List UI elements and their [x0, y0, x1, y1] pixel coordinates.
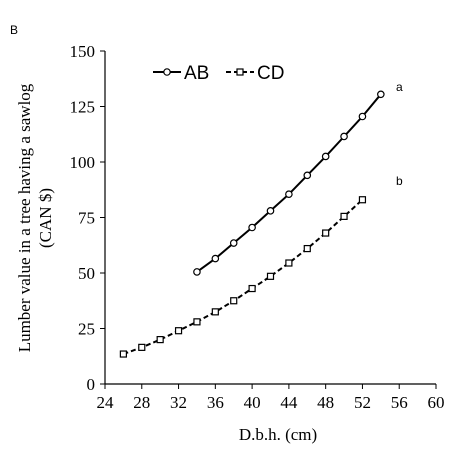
x-tick-label: 28 [133, 393, 150, 412]
legend-marker-cd [236, 68, 244, 76]
series-layer [119, 90, 385, 358]
series-ab [193, 90, 385, 276]
data-point-ab [248, 223, 256, 232]
x-tick-label: 48 [317, 393, 334, 412]
data-point-cd [156, 336, 164, 344]
x-tick-label: 32 [170, 393, 187, 412]
data-point-cd [119, 350, 127, 358]
data-point-ab [266, 207, 275, 215]
data-point-cd [303, 244, 311, 253]
x-tick-label: 24 [97, 393, 115, 412]
axes [104, 51, 436, 385]
data-point-cd [193, 318, 201, 326]
x-tick-label: 40 [244, 393, 261, 412]
data-point-ab [303, 171, 312, 180]
data-point-cd [138, 343, 146, 351]
y-axis-title: Lumber value in a tree having a sawlog (… [15, 83, 55, 352]
data-point-cd [248, 284, 256, 293]
y-tick-label: 150 [70, 42, 96, 61]
x-tick-label: 60 [428, 393, 445, 412]
data-point-ab [321, 152, 330, 161]
y-axis-title-line1: Lumber value in a tree having a sawlog [15, 83, 34, 352]
x-tick-label: 36 [207, 393, 224, 412]
legend-label-ab: AB [184, 63, 209, 84]
legend-marker-ab [163, 68, 171, 76]
y-axis-ticks: 0 25 50 75 100 125 150 [70, 42, 105, 394]
data-point-ab [377, 90, 385, 99]
data-point-cd [266, 272, 275, 280]
x-tick-label: 52 [354, 393, 371, 412]
x-axis-ticks: 24 28 32 36 40 44 48 52 56 60 [97, 384, 445, 412]
data-point-ab [285, 190, 293, 198]
annotation-a: a [396, 80, 403, 94]
data-point-ab [340, 132, 348, 141]
series-cd [119, 196, 367, 358]
data-point-ab [193, 268, 201, 276]
data-point-ab [211, 254, 220, 263]
legend-label-cd: CD [257, 63, 284, 84]
data-point-cd [340, 212, 348, 220]
y-tick-label: 75 [78, 209, 95, 228]
x-axis-title: D.b.h. (cm) [239, 425, 317, 444]
x-tick-label: 44 [280, 393, 298, 412]
y-tick-label: 50 [78, 264, 95, 283]
y-tick-label: 100 [70, 153, 96, 172]
data-point-ab [358, 112, 367, 121]
data-point-cd [285, 259, 293, 267]
y-axis-title-line2: (CAN $) [36, 188, 55, 248]
legend: AB CD [153, 63, 284, 84]
y-tick-label: 25 [78, 320, 95, 339]
panel-label: B [10, 23, 18, 37]
annotation-b: b [396, 174, 403, 188]
series-line-ab [196, 93, 382, 273]
series-line-cd [123, 198, 364, 355]
data-point-cd [174, 327, 183, 335]
x-tick-label: 56 [391, 393, 408, 412]
data-point-ab [229, 239, 238, 247]
data-point-cd [211, 308, 219, 316]
data-point-cd [358, 196, 367, 204]
y-tick-label: 0 [87, 375, 96, 394]
data-point-cd [230, 297, 238, 305]
y-tick-label: 125 [70, 98, 96, 117]
data-point-cd [322, 229, 330, 237]
